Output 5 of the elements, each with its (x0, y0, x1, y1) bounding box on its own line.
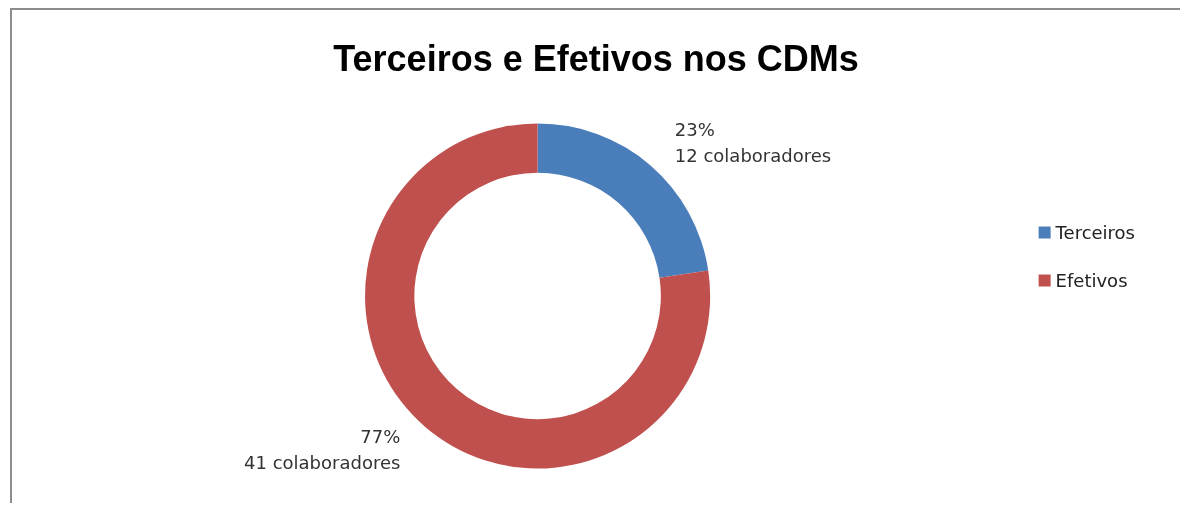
legend-label: Terceiros (1054, 222, 1136, 243)
chart-title: Terceiros e Efetivos nos CDMs (333, 37, 859, 79)
legend-label: Efetivos (1055, 270, 1128, 291)
data-label: 23% 12 colaboradores (674, 119, 832, 167)
data-label: 77% 41 colaboradores (244, 425, 401, 473)
